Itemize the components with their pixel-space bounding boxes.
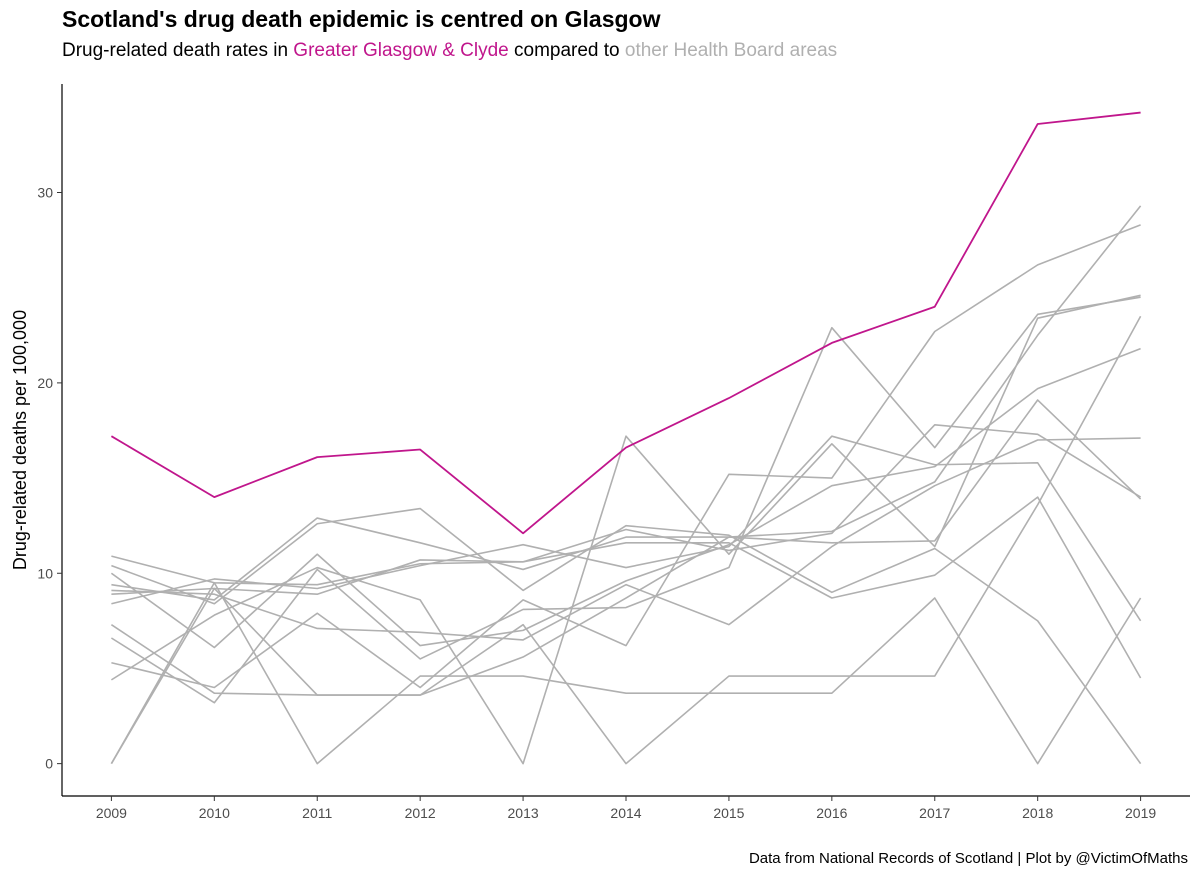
x-tick-label: 2018 <box>1022 805 1053 821</box>
y-tick-label: 0 <box>45 756 53 772</box>
series-line-other-health-board-8 <box>111 224 1141 689</box>
x-tick-label: 2012 <box>405 805 436 821</box>
y-ticks: 0 10 20 30 <box>37 185 62 772</box>
y-tick-label: 10 <box>37 565 53 581</box>
x-tick-label: 2016 <box>816 805 847 821</box>
x-tick-label: 2010 <box>199 805 230 821</box>
y-axis-title: Drug-related deaths per 100,000 <box>10 310 30 570</box>
y-tick-label: 20 <box>37 375 53 391</box>
series-line-other-health-board-12 <box>110 347 1141 649</box>
x-tick-label: 2019 <box>1125 805 1156 821</box>
series-line-other-health-board-11 <box>111 507 1142 765</box>
series-line-other-health-board-5 <box>111 399 1142 601</box>
subtitle-middle: compared to <box>508 40 625 61</box>
chart-subtitle: Drug-related death rates in Greater Glas… <box>62 40 837 62</box>
x-ticks: 2009 2010 2011 2012 2013 2014 2015 2016 2017 2018… <box>96 796 1156 821</box>
x-tick-label: 2017 <box>919 805 950 821</box>
x-tick-label: 2015 <box>713 805 744 821</box>
series-line-other-health-board-1 <box>110 581 1142 765</box>
caption: Data from National Records of Scotland |… <box>748 850 1188 867</box>
subtitle-prefix: Drug-related death rates in <box>62 40 294 61</box>
x-tick-label: 2009 <box>96 805 127 821</box>
series-line-other-health-board-2 <box>110 315 1142 765</box>
series-line-other-health-board-10 <box>110 205 1142 696</box>
series-line-other-health-board-9 <box>110 296 1141 704</box>
series-layer <box>110 111 1142 765</box>
subtitle-highlight-ggc: Greater Glasgow & Clyde <box>293 40 509 61</box>
x-tick-label: 2014 <box>610 805 641 821</box>
y-tick-label: 30 <box>37 185 53 201</box>
series-line-other-health-board-6 <box>111 435 1142 622</box>
subtitle-other-areas: other Health Board areas <box>624 40 838 61</box>
series-line-other-health-board-4 <box>111 423 1142 596</box>
x-tick-label: 2011 <box>302 805 332 821</box>
chart-title: Scotland's drug death epidemic is centre… <box>62 6 661 32</box>
series-line-greater-glasgow-clyde <box>110 111 1141 535</box>
x-tick-label: 2013 <box>508 805 539 821</box>
series-line-other-health-board-13 <box>111 437 1141 641</box>
